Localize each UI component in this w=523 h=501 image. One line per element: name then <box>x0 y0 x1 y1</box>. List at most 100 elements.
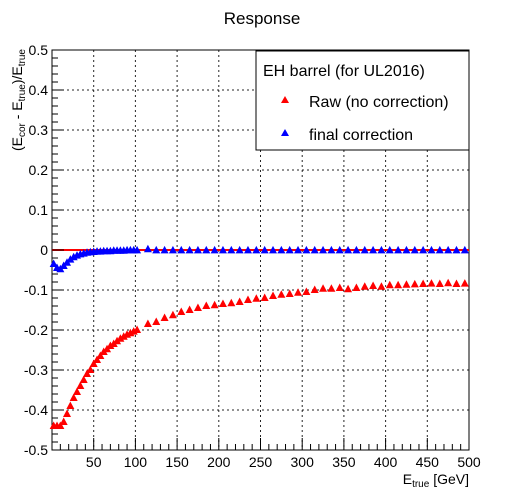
y-axis-label-open: (E <box>9 137 25 151</box>
data-point <box>202 301 211 309</box>
x-tick-label: 250 <box>249 454 273 470</box>
data-point <box>49 259 58 267</box>
data-point <box>319 284 328 292</box>
data-point <box>344 284 353 293</box>
x-tick-label: 150 <box>165 454 189 470</box>
data-point <box>419 279 428 287</box>
data-point <box>243 245 252 254</box>
y-tick-label: 0.1 <box>29 202 49 218</box>
data-point <box>210 245 219 254</box>
data-point <box>106 341 115 349</box>
data-point <box>460 245 469 254</box>
data-point <box>277 245 286 254</box>
y-tick-label: 0 <box>40 242 48 258</box>
y-axis-label-end: )/E <box>9 66 25 84</box>
data-point <box>269 245 278 254</box>
y-tick-label: 0.3 <box>29 122 49 138</box>
y-tick-label: -0.5 <box>24 442 48 458</box>
chart-title: Response <box>224 9 301 28</box>
y-axis-label-sub2: true <box>17 84 28 102</box>
data-point <box>335 245 344 254</box>
data-point <box>394 280 403 289</box>
data-point <box>402 245 411 254</box>
data-point <box>168 310 177 319</box>
data-point <box>76 381 85 389</box>
data-point <box>285 245 294 254</box>
legend: EH barrel (for UL2016) Raw (no correctio… <box>255 50 470 151</box>
data-point <box>294 245 303 254</box>
legend-title: EH barrel (for UL2016) <box>263 63 425 80</box>
data-point <box>327 284 336 292</box>
data-point <box>86 365 95 373</box>
data-point <box>152 317 161 325</box>
data-point <box>202 245 211 254</box>
data-point <box>377 245 386 254</box>
x-axis-label-base: E <box>403 471 412 487</box>
data-point <box>160 313 169 321</box>
data-point <box>277 290 286 298</box>
data-point <box>218 299 227 307</box>
data-point <box>185 305 194 313</box>
x-axis-label-unit: [GeV] <box>429 471 469 487</box>
data-point <box>160 245 169 254</box>
x-axis-label-sub: true <box>412 479 430 490</box>
data-point <box>69 393 78 401</box>
data-point <box>427 279 436 287</box>
data-point <box>360 282 369 290</box>
y-tick-label: 0.2 <box>29 162 49 178</box>
x-tick-label: 300 <box>291 454 315 470</box>
data-point <box>227 245 236 254</box>
data-point <box>143 244 152 253</box>
data-point <box>119 332 128 340</box>
data-point <box>96 351 105 359</box>
data-point <box>385 245 394 254</box>
data-point <box>435 245 444 254</box>
data-point <box>460 279 469 287</box>
data-point <box>394 245 403 254</box>
series-raw <box>49 278 469 429</box>
data-markers <box>49 244 469 429</box>
data-point <box>218 245 227 254</box>
data-point <box>177 307 186 315</box>
data-point <box>235 245 244 254</box>
data-point <box>66 401 75 409</box>
data-point <box>143 319 152 327</box>
x-tick-label: 400 <box>374 454 398 470</box>
y-axis-label: (Ecor - Etrue)/Etrue <box>9 49 28 151</box>
series-final <box>49 244 469 273</box>
legend-marker-raw <box>281 96 289 103</box>
data-point <box>352 245 361 254</box>
legend-marker-final <box>281 129 289 136</box>
legend-box <box>255 50 470 151</box>
x-tick-label: 500 <box>457 454 481 470</box>
data-point <box>73 387 82 395</box>
data-point <box>133 245 142 254</box>
y-axis-label-mid: - E <box>9 101 25 123</box>
data-point <box>177 245 186 254</box>
x-tick-label: 450 <box>416 454 440 470</box>
data-point <box>452 245 461 254</box>
x-tick-label: 350 <box>332 454 356 470</box>
x-tick-label: 100 <box>124 454 148 470</box>
legend-label-final: final correction <box>309 127 413 144</box>
data-point <box>319 245 328 254</box>
axis-tick-labels: 50 100 150 200 250 300 350 400 450 500 -0.5 -0.4 -0.… <box>24 42 481 470</box>
data-point <box>302 287 311 295</box>
data-point <box>369 281 378 289</box>
data-point <box>79 375 88 383</box>
data-point <box>310 285 319 293</box>
data-point <box>243 295 252 303</box>
y-axis-label-sub3: true <box>17 49 28 67</box>
data-point <box>168 245 177 254</box>
data-point <box>360 245 369 254</box>
y-tick-label: 0.5 <box>29 42 49 58</box>
data-point <box>302 245 311 254</box>
x-tick-label: 50 <box>86 454 102 470</box>
data-point <box>83 369 92 377</box>
y-tick-label: -0.4 <box>24 402 48 418</box>
data-point <box>63 409 72 417</box>
data-point <box>93 355 102 363</box>
data-point <box>444 245 453 254</box>
